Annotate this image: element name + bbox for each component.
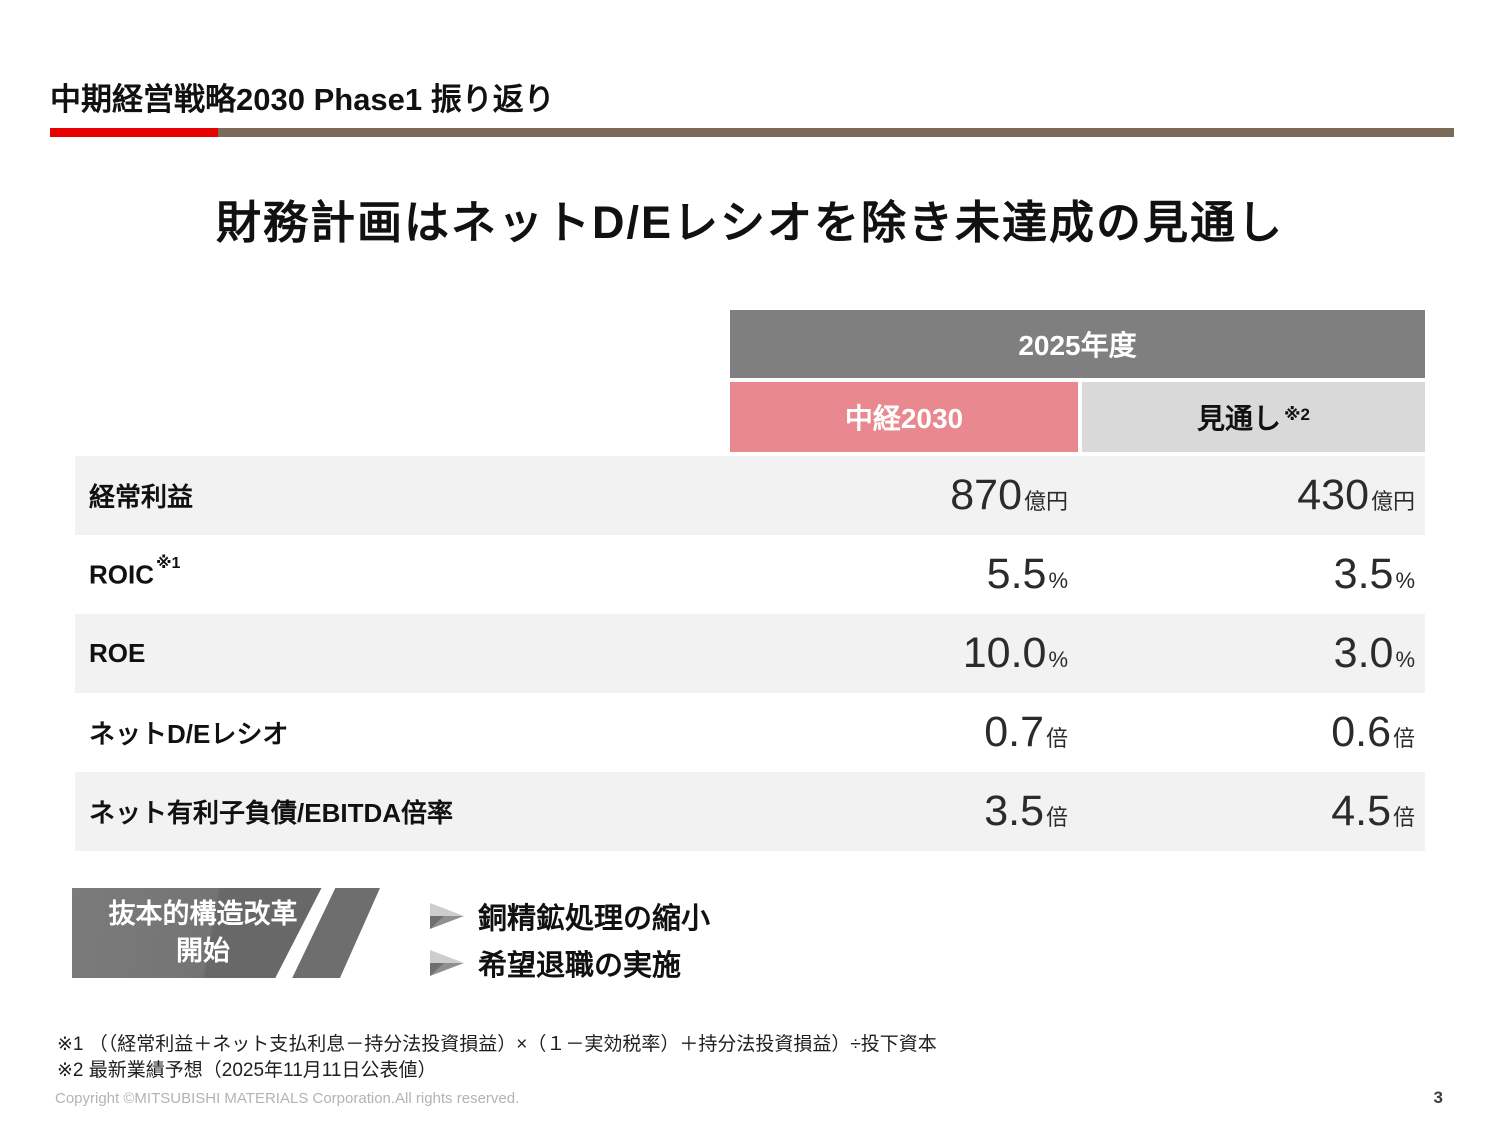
forecast-value: 0.6倍 — [1331, 708, 1415, 756]
row-label: 経常利益 — [89, 482, 194, 512]
table-row: ROIC ※1 5.5% 3.5% — [75, 535, 1425, 614]
copyright-text: Copyright ©MITSUBISHI MATERIALS Corporat… — [55, 1090, 520, 1107]
footnote-2: ※2 最新業績予想（2025年11月11日公表値） — [57, 1060, 437, 1081]
column-gap — [1078, 382, 1082, 452]
table-column-headers: 中経2030 見通し ※2 — [730, 382, 1425, 452]
list-item: 銅精鉱処理の縮小 — [428, 893, 710, 938]
footnote-1: ※1 （（経常利益＋ネット支払利息－持分法投資損益）×（１－実効税率）＋持分法投… — [57, 1034, 937, 1055]
column-header-forecast: 見通し ※2 — [1082, 382, 1425, 452]
table-row: 経常利益 870億円 430億円 — [75, 456, 1425, 535]
plan-value: 870億円 — [950, 471, 1068, 519]
metrics-table: 経常利益 870億円 430億円 ROIC ※1 5.5% 3.5% ROE 10… — [75, 456, 1425, 851]
forecast-value: 3.0% — [1333, 629, 1415, 677]
right-arrow-icon — [430, 902, 464, 929]
reform-measures-list: 銅精鉱処理の縮小 希望退職の実施 — [428, 893, 710, 985]
banner-shape — [72, 888, 322, 978]
table-year-header: 2025年度 — [730, 310, 1425, 378]
list-item-text: 銅精鉱処理の縮小 — [478, 902, 711, 935]
table-row: ネットD/Eレシオ 0.7倍 0.6倍 — [75, 693, 1425, 772]
row-label: ネット有利子負債/EBITDA倍率 — [89, 798, 454, 828]
column-header-plan: 中経2030 — [730, 382, 1078, 452]
plan-value: 10.0% — [962, 629, 1068, 677]
page-number: 3 — [1433, 1088, 1443, 1107]
row-label: ネットD/Eレシオ — [89, 719, 289, 749]
forecast-value: 3.5% — [1333, 550, 1415, 598]
header-rule — [50, 128, 1454, 137]
footnotes: ※1 （（経常利益＋ネット支払利息－持分法投資損益）×（１－実効税率）＋持分法投… — [57, 1032, 937, 1084]
slide-section-title: 中期経営戦略2030 Phase1 振り返り — [50, 82, 555, 117]
right-arrow-icon — [430, 949, 464, 976]
header-rule-red-segment — [50, 128, 218, 137]
forecast-footnote-ref: ※2 — [1284, 405, 1310, 424]
forecast-value: 430億円 — [1297, 471, 1415, 519]
plan-value: 3.5倍 — [984, 787, 1068, 835]
header-rule-brown-segment — [218, 128, 1454, 137]
list-item-text: 希望退職の実施 — [478, 949, 682, 982]
page-title: 財務計画はネットD/Eレシオを除き未達成の見通し — [215, 197, 1285, 248]
table-row: ネット有利子負債/EBITDA倍率 3.5倍 4.5倍 — [75, 772, 1425, 851]
structural-reform-banner: 抜本的構造改革 開始 — [72, 888, 380, 978]
list-item: 希望退職の実施 — [428, 940, 710, 985]
forecast-label: 見通し — [1197, 403, 1282, 434]
banner-label: 抜本的構造改革 開始 — [108, 899, 298, 966]
row-label: ROE — [89, 638, 146, 668]
plan-value: 0.7倍 — [984, 708, 1068, 756]
row-label: ROIC ※1 — [89, 554, 181, 590]
forecast-value: 4.5倍 — [1331, 787, 1415, 835]
table-row: ROE 10.0% 3.0% — [75, 614, 1425, 693]
plan-value: 5.5% — [986, 550, 1068, 598]
